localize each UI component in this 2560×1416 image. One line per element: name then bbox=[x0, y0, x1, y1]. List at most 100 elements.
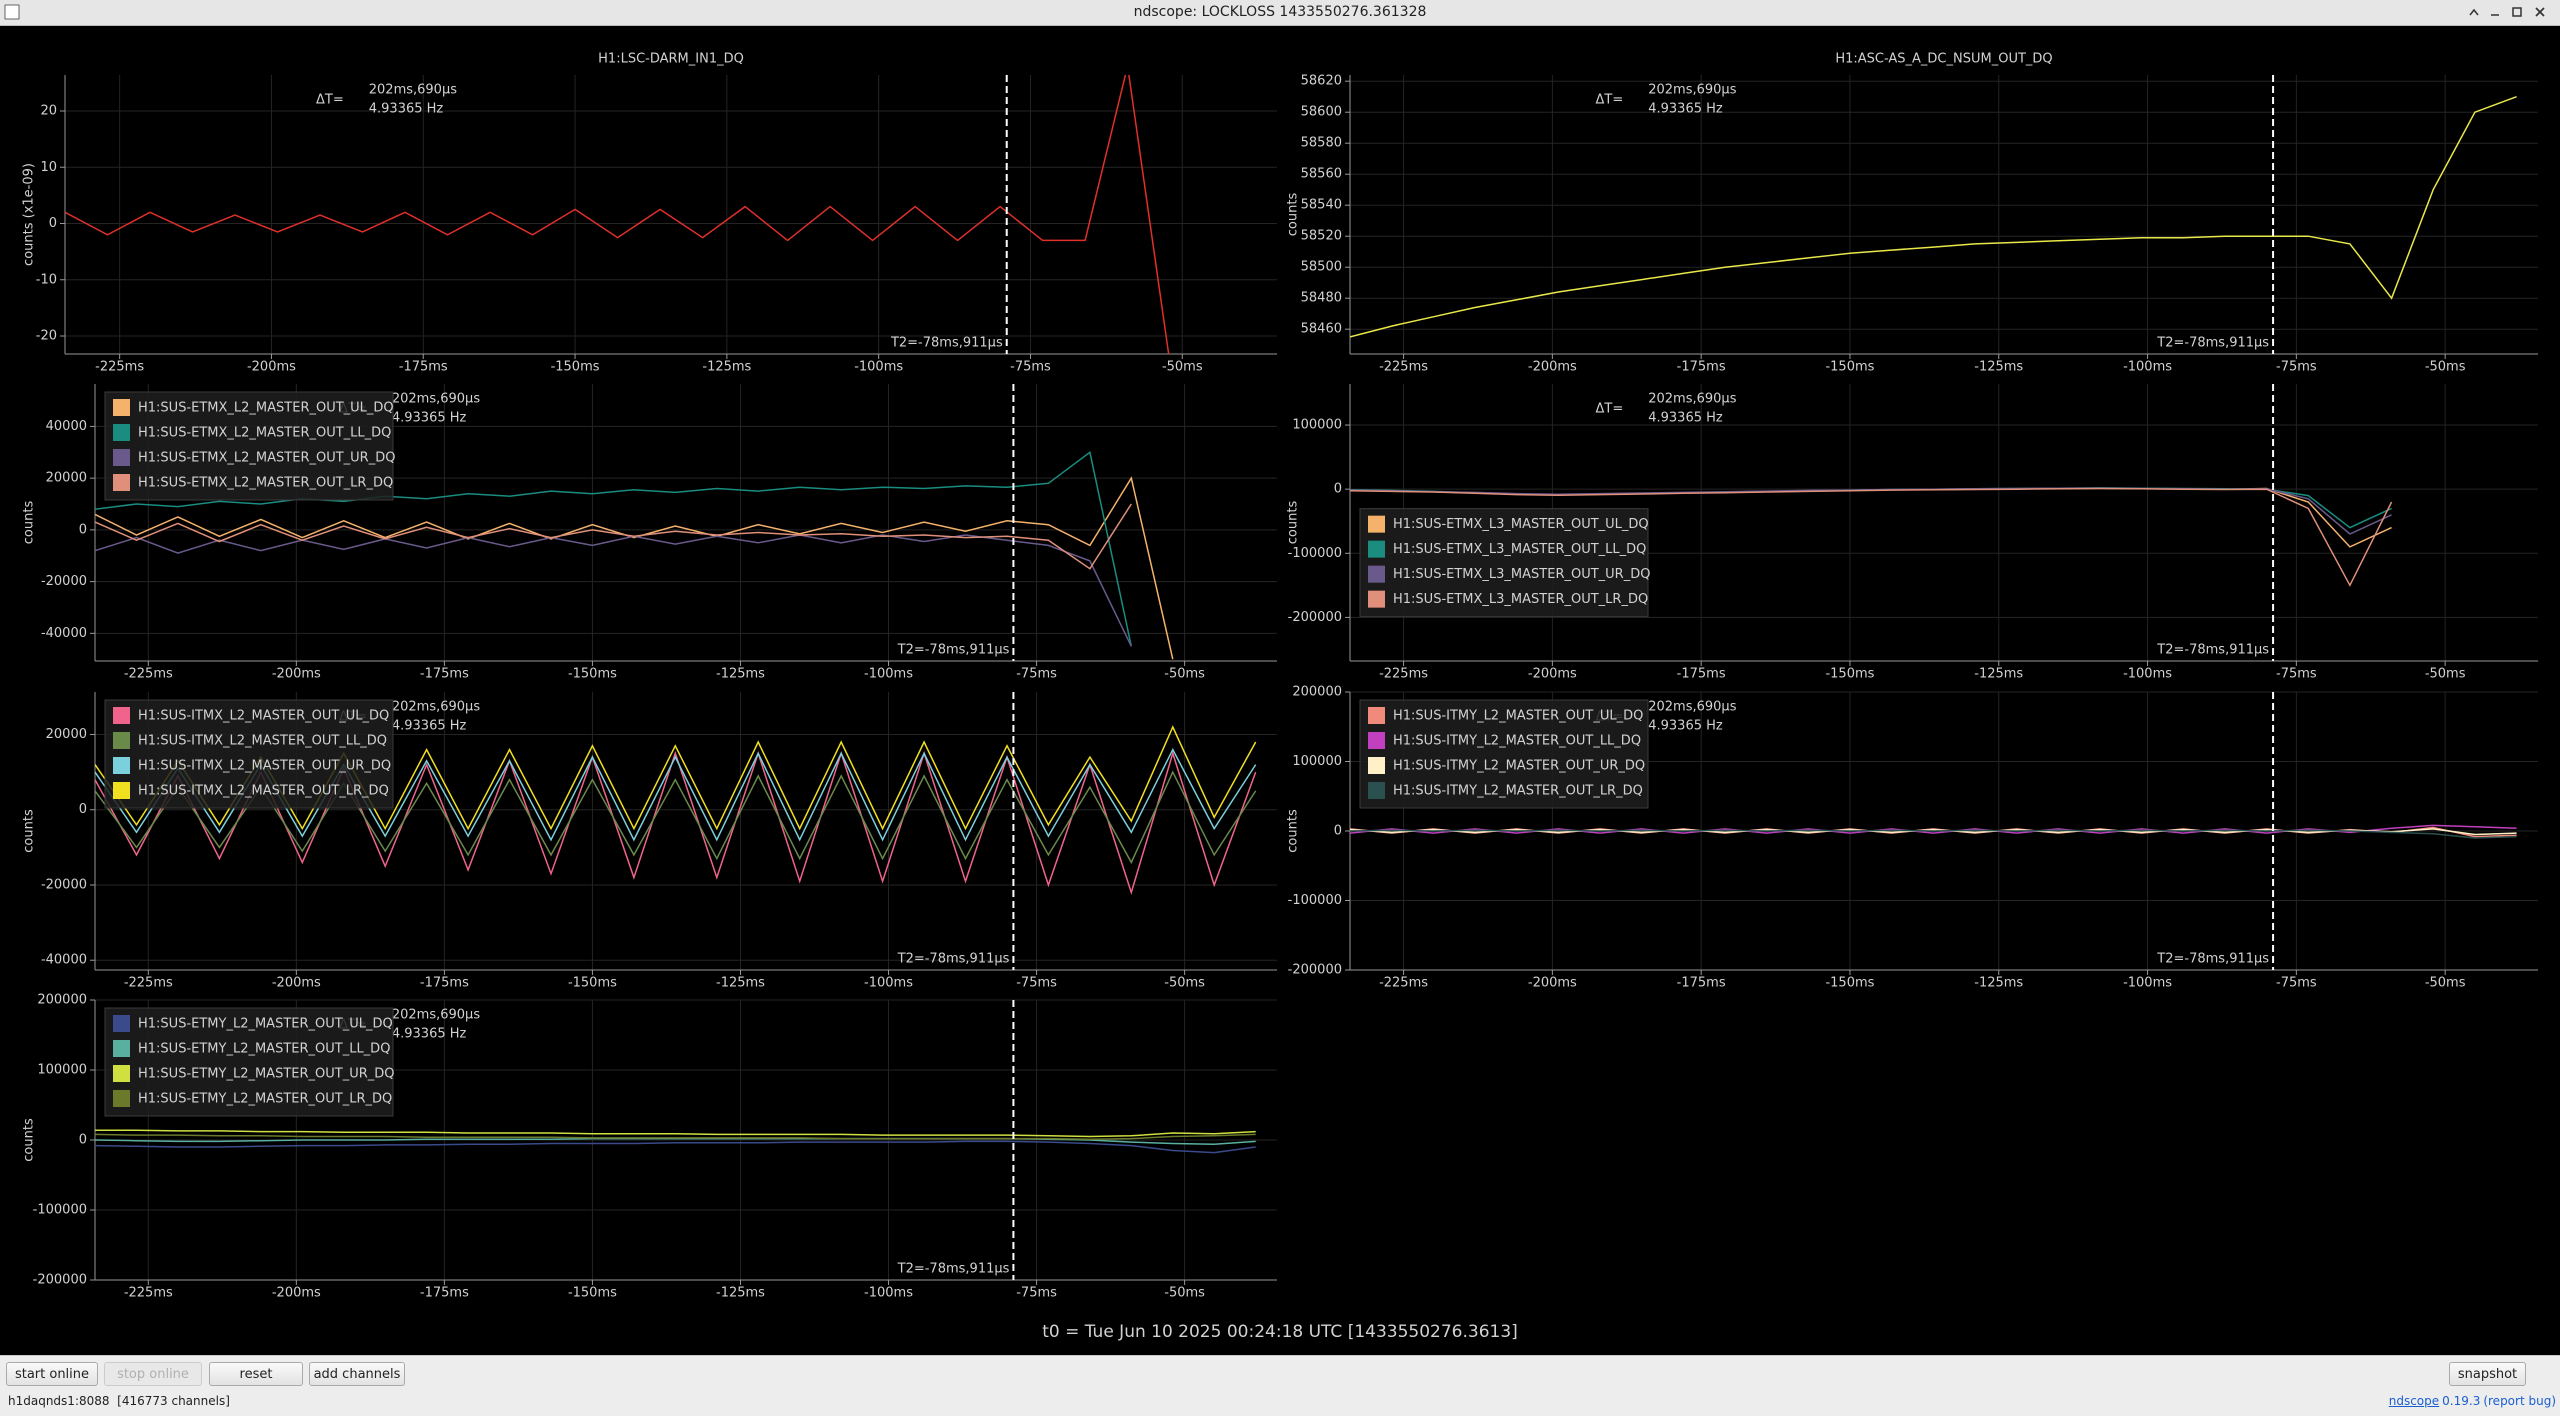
x-tick-label: -150ms bbox=[568, 1286, 617, 1301]
trace bbox=[95, 534, 1132, 647]
legend-label: H1:SUS-ETMX_L2_MASTER_OUT_LR_DQ bbox=[138, 476, 393, 491]
x-tick-label: -75ms bbox=[1010, 360, 1051, 375]
y-tick-label: -200000 bbox=[1288, 963, 1342, 978]
legend-swatch bbox=[1368, 732, 1385, 749]
y-tick-label: 10 bbox=[40, 160, 57, 175]
y-tick-label: 0 bbox=[1334, 482, 1342, 497]
x-tick-label: -75ms bbox=[1016, 667, 1057, 682]
legend-label: H1:SUS-ITMY_L2_MASTER_OUT_LR_DQ bbox=[1393, 784, 1643, 799]
window-controls[interactable] bbox=[2464, 3, 2556, 23]
delta-freq: 4.93365 Hz bbox=[1648, 102, 1723, 117]
version-info: ndscope 0.19.3 (report bug) bbox=[2389, 1394, 2556, 1408]
window-title: ndscope: LOCKLOSS 1433550276.361328 bbox=[1133, 4, 1427, 20]
legend-label: H1:SUS-ETMX_L2_MASTER_OUT_UL_DQ bbox=[138, 401, 394, 416]
snapshot-button[interactable]: snapshot bbox=[2449, 1362, 2526, 1386]
y-tick-label: 100000 bbox=[1292, 418, 1342, 433]
legend-label: H1:SUS-ITMX_L2_MASTER_OUT_UL_DQ bbox=[138, 709, 389, 724]
x-tick-label: -175ms bbox=[420, 667, 469, 682]
x-tick-label: -100ms bbox=[864, 1286, 913, 1301]
delta-time: 202ms,690μs bbox=[392, 1008, 480, 1023]
y-tick-label: 0 bbox=[79, 802, 87, 817]
x-tick-label: -100ms bbox=[864, 976, 913, 991]
trace bbox=[95, 770, 1257, 865]
delta-freq: 4.93365 Hz bbox=[392, 1027, 467, 1042]
trace bbox=[95, 450, 1133, 647]
start-online-button[interactable]: start online bbox=[6, 1362, 98, 1386]
app-link[interactable]: ndscope bbox=[2388, 1394, 2440, 1408]
legend-swatch bbox=[113, 449, 130, 466]
legend-swatch bbox=[113, 1065, 130, 1082]
legend: H1:SUS-ITMX_L2_MASTER_OUT_UL_DQ H1:SUS-IT… bbox=[104, 699, 394, 809]
legend-swatch bbox=[113, 424, 130, 441]
delta-freq: 4.93365 Hz bbox=[392, 411, 467, 426]
x-tick-label: -150ms bbox=[568, 976, 617, 991]
y-tick-label: 200000 bbox=[1292, 685, 1342, 700]
legend-label: H1:SUS-ITMY_L2_MASTER_OUT_UL_DQ bbox=[1393, 709, 1643, 724]
x-tick-label: -200ms bbox=[1528, 667, 1577, 682]
delta-time: 202ms,690μs bbox=[392, 700, 480, 715]
y-axis-label: counts bbox=[22, 809, 37, 853]
x-tick-label: -50ms bbox=[1164, 667, 1205, 682]
delta-freq: 4.93365 Hz bbox=[369, 102, 444, 117]
cursor-label: T2=-78ms,911μs bbox=[897, 952, 1010, 967]
y-tick-label: -100000 bbox=[1288, 546, 1342, 561]
delta-time: 202ms,690μs bbox=[1648, 700, 1736, 715]
x-tick-label: -200ms bbox=[1528, 360, 1577, 375]
y-tick-label: 100000 bbox=[1292, 754, 1342, 769]
title-bar: ndscope: LOCKLOSS 1433550276.361328 bbox=[0, 0, 2560, 26]
y-tick-label: -100000 bbox=[1288, 893, 1342, 908]
x-tick-label: -125ms bbox=[1974, 976, 2023, 991]
y-tick-label: 0 bbox=[49, 216, 57, 231]
delta-label: ΔT= bbox=[1596, 93, 1624, 108]
trace bbox=[95, 503, 1132, 570]
legend-label: H1:SUS-ETMY_L2_MASTER_OUT_LR_DQ bbox=[138, 1092, 392, 1107]
legend-swatch bbox=[113, 399, 130, 416]
x-tick-label: -225ms bbox=[1379, 976, 1428, 991]
legend-swatch bbox=[1368, 540, 1385, 558]
legend-label: H1:SUS-ETMY_L2_MASTER_OUT_UL_DQ bbox=[138, 1017, 393, 1032]
x-tick-label: -50ms bbox=[2425, 976, 2466, 991]
y-axis-label: counts bbox=[22, 501, 37, 545]
x-tick-label: -50ms bbox=[1162, 360, 1203, 375]
legend-swatch bbox=[1368, 782, 1385, 799]
trace bbox=[95, 476, 1174, 660]
legend-swatch bbox=[1368, 707, 1385, 724]
x-tick-label: -200ms bbox=[272, 1286, 321, 1301]
y-tick-label: -10 bbox=[36, 272, 57, 287]
legend: H1:SUS-ETMY_L2_MASTER_OUT_UL_DQ H1:SUS-ET… bbox=[104, 1007, 395, 1117]
version: 0.19.3 bbox=[2442, 1394, 2481, 1408]
report-bug-link[interactable]: (report bug) bbox=[2483, 1394, 2556, 1408]
x-tick-label: -150ms bbox=[1825, 667, 1874, 682]
x-tick-label: -225ms bbox=[1379, 360, 1428, 375]
x-tick-label: -125ms bbox=[716, 667, 765, 682]
x-tick-label: -175ms bbox=[399, 360, 448, 375]
delta-label: ΔT= bbox=[1596, 402, 1624, 417]
y-tick-label: -40000 bbox=[41, 626, 87, 641]
legend-swatch bbox=[113, 707, 130, 724]
legend-label: H1:SUS-ETMX_L2_MASTER_OUT_UR_DQ bbox=[138, 451, 395, 466]
legend-label: H1:SUS-ITMY_L2_MASTER_OUT_UR_DQ bbox=[1393, 759, 1645, 774]
legend-box bbox=[104, 1007, 394, 1117]
cursor-label: T2=-78ms,911μs bbox=[897, 643, 1010, 658]
legend-label: H1:SUS-ITMX_L2_MASTER_OUT_LL_DQ bbox=[138, 734, 387, 749]
y-tick-label: 0 bbox=[1334, 824, 1342, 839]
trace bbox=[95, 1129, 1256, 1138]
channel-count: [416773 channels] bbox=[117, 1394, 230, 1408]
add-channels-button[interactable]: add channels bbox=[309, 1362, 405, 1386]
x-tick-label: -125ms bbox=[716, 1286, 765, 1301]
y-tick-label: 0 bbox=[79, 522, 87, 537]
x-tick-label: -125ms bbox=[702, 360, 751, 375]
reset-button[interactable]: reset bbox=[209, 1362, 303, 1386]
legend-label: H1:SUS-ITMX_L2_MASTER_OUT_UR_DQ bbox=[138, 759, 391, 774]
legend-swatch bbox=[113, 1090, 130, 1107]
y-tick-label: 58580 bbox=[1301, 136, 1342, 151]
delta-freq: 4.93365 Hz bbox=[1648, 411, 1723, 426]
delta-time: 202ms,690μs bbox=[392, 392, 480, 407]
app-icon bbox=[4, 4, 20, 20]
y-tick-label: 20000 bbox=[46, 471, 87, 486]
y-axis-label: counts bbox=[1286, 501, 1301, 545]
y-tick-label: 58620 bbox=[1301, 74, 1342, 89]
x-tick-label: -175ms bbox=[1677, 976, 1726, 991]
legend-box bbox=[1359, 699, 1649, 809]
cursor-label: T2=-78ms,911μs bbox=[2156, 952, 2269, 967]
